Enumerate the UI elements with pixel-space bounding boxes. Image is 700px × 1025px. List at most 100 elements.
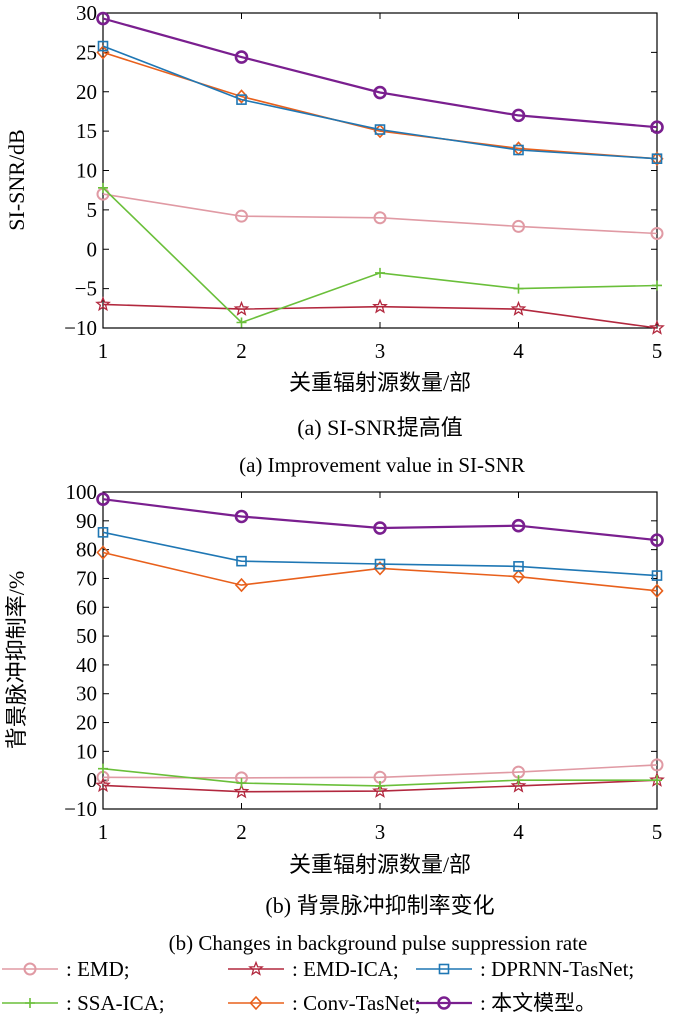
legend-item-emd-ica: : EMD-ICA; — [228, 957, 399, 981]
data-point — [651, 570, 663, 581]
plot-a-ytick-label: 5 — [87, 198, 98, 222]
series-line — [102, 45, 658, 160]
plot-b-suppression-rate: −10 0 10 20 30 40 50 60 70 80 90 100 1 2 3 4 5 — [64, 480, 665, 844]
plot-b-xtick-label: 3 — [375, 820, 386, 844]
caption-a-cn: (a) SI-SNR提高值 — [297, 415, 463, 440]
plot-b-xtick-label: 5 — [652, 820, 663, 844]
plot-a-ytick-label: 25 — [76, 40, 97, 64]
plot-a-xlabel: 关重辐射源数量/部 — [289, 370, 471, 395]
plot-b-ytick-label: 70 — [76, 566, 97, 590]
plot-b-series-ssa-ica — [98, 763, 662, 791]
plot-b-xtick-label: 1 — [98, 820, 109, 844]
legend-marker — [437, 996, 451, 1010]
data-point — [373, 211, 387, 225]
data-point — [650, 227, 664, 240]
data-point — [374, 124, 386, 135]
legend-label: : EMD-ICA; — [292, 957, 399, 981]
plot-a-ytick-label: −10 — [64, 316, 97, 340]
plot-b-ytick-label: 30 — [76, 682, 97, 706]
plot-a-xtick-label: 1 — [98, 339, 109, 363]
data-point — [511, 569, 526, 584]
series-line — [102, 51, 658, 160]
data-point — [650, 151, 664, 166]
series-line — [102, 498, 658, 542]
plot-b-ylabel: 背景脉冲抑制率/% — [4, 571, 29, 749]
plot-b-xtick-label: 4 — [513, 820, 524, 844]
series-line — [102, 303, 658, 329]
legend-item-emd: : EMD; — [2, 957, 130, 981]
legend: : EMD; : EMD-ICA; : DPRNN-TasNet; : SSA-ICA… — [2, 957, 634, 1015]
legend-item-ssa-ica: : SSA-ICA; — [2, 991, 165, 1015]
data-point — [97, 40, 109, 52]
plot-b-ytick-label: −10 — [64, 797, 97, 821]
plot-a-ytick-label: 0 — [87, 237, 98, 261]
legend-label: : 本文模型。 — [480, 991, 596, 1015]
data-point — [513, 775, 524, 786]
data-point — [373, 561, 387, 576]
plot-b-axes-box — [102, 491, 658, 810]
data-point — [372, 782, 388, 798]
legend-marker — [438, 963, 450, 975]
data-point — [234, 509, 249, 524]
data-point — [98, 763, 108, 774]
legend-marker — [249, 995, 263, 1011]
legend-label: : Conv-TasNet; — [292, 991, 421, 1015]
plot-b-ytick-label: 40 — [76, 653, 97, 677]
plot-a-si-snr: −10 −5 0 5 10 15 20 25 30 1 2 3 4 5 — [64, 1, 665, 363]
plot-b-ytick-label: 90 — [76, 509, 97, 533]
plot-a-xtick-label: 2 — [236, 339, 247, 363]
plot-b-xlabel: 关重辐射源数量/部 — [289, 852, 471, 877]
data-point — [512, 219, 525, 233]
plot-b-ytick-label: 0 — [87, 768, 98, 792]
data-point — [373, 521, 387, 535]
legend-marker — [25, 998, 35, 1008]
data-point — [98, 182, 108, 193]
plot-a-ytick-label: 10 — [76, 159, 97, 183]
plot-b-xtick-label: 2 — [236, 820, 247, 844]
data-point — [236, 94, 247, 105]
plot-a-series-emd-ica — [95, 296, 665, 335]
plot-a-ytick-label: −5 — [75, 277, 97, 301]
series-line — [102, 779, 658, 793]
series-line — [102, 551, 658, 592]
plot-b-series-emd-ica — [95, 771, 665, 799]
caption-b-en: (b) Changes in background pulse suppress… — [169, 931, 588, 955]
plot-b-ytick-label: 60 — [76, 595, 97, 619]
plot-a-series-ssa-ica — [98, 182, 662, 328]
legend-label: : DPRNN-TasNet; — [480, 957, 634, 981]
data-point — [652, 280, 662, 291]
data-point — [96, 545, 110, 560]
plot-b-ytick-label: 80 — [76, 538, 97, 562]
data-point — [375, 267, 385, 278]
plot-a-series-proposed — [96, 11, 664, 134]
legend-item-conv-tasnet: : Conv-TasNet; — [228, 991, 421, 1015]
caption-b-cn: (b) 背景脉冲抑制率变化 — [265, 893, 494, 918]
data-point — [235, 209, 248, 223]
legend-label: : SSA-ICA; — [66, 991, 165, 1015]
legend-marker — [23, 962, 37, 976]
data-point — [650, 120, 664, 134]
data-point — [234, 577, 249, 593]
legend-marker — [248, 960, 264, 976]
data-point — [95, 777, 111, 793]
plot-a-ylabel: SI-SNR/dB — [4, 129, 29, 230]
plot-a-xtick-label: 4 — [513, 339, 524, 363]
data-point — [373, 85, 387, 100]
series-line — [102, 531, 658, 577]
plot-b-series-conv-tasnet — [96, 545, 664, 599]
plot-a-ytick-label: 30 — [76, 1, 97, 25]
data-point — [236, 555, 247, 567]
data-point — [234, 50, 249, 64]
legend-item-dprnn-tasnet: : DPRNN-TasNet; — [416, 957, 634, 981]
legend-item-proposed: : 本文模型。 — [416, 991, 596, 1015]
data-point — [236, 778, 247, 789]
data-point — [513, 283, 524, 294]
data-point — [95, 296, 111, 312]
data-point — [513, 561, 524, 572]
data-point — [651, 153, 663, 164]
plot-b-series-dprnn-tasnet — [97, 527, 663, 581]
data-point — [233, 300, 250, 316]
data-point — [510, 300, 527, 316]
data-point — [374, 558, 386, 570]
